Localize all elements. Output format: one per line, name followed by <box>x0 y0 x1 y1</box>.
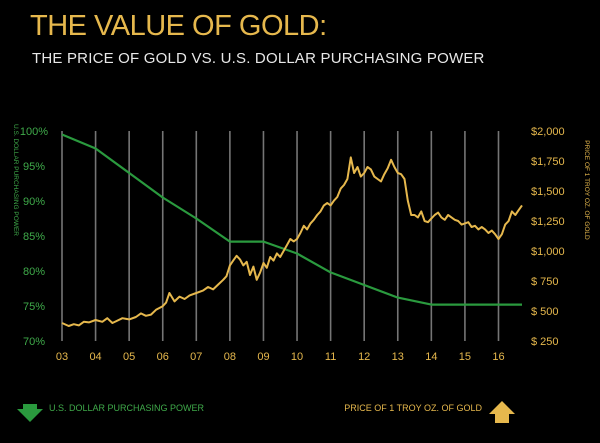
dollar-power-line <box>61 133 522 306</box>
x-tick-label: 15 <box>459 351 471 363</box>
y-left-tick-label: 100% <box>20 126 48 138</box>
series-layer <box>61 133 523 327</box>
y-left-tick-label: 70% <box>23 336 45 348</box>
chart-subtitle: THE PRICE OF GOLD VS. U.S. DOLLAR PURCHA… <box>32 50 485 67</box>
x-tick-label: 09 <box>257 351 269 363</box>
chart-title: THE VALUE OF GOLD: <box>30 10 327 42</box>
y-right-tick-label: $ 500 <box>531 306 559 318</box>
y-left-axis-title: U.S. DOLLAR PURCHASING POWER <box>12 124 19 236</box>
x-tick-label: 05 <box>123 351 135 363</box>
x-tick-label: 08 <box>224 351 236 363</box>
legend-label-dollar: U.S. DOLLAR PURCHASING POWER <box>49 403 205 413</box>
y-left-tick-label: 85% <box>23 231 45 243</box>
arrow-up-icon <box>489 401 515 423</box>
x-tick-label: 11 <box>325 351 336 363</box>
y-right-tick-label: $1,750 <box>531 156 565 168</box>
gold-price-line <box>61 156 523 327</box>
legend: U.S. DOLLAR PURCHASING POWER PRICE OF 1 T… <box>17 401 515 423</box>
x-tick-label: 07 <box>190 351 202 363</box>
x-tick-label: 03 <box>56 351 68 363</box>
x-tick-label: 14 <box>425 351 437 363</box>
legend-label-gold: PRICE OF 1 TROY OZ. OF GOLD <box>344 403 482 413</box>
axis-titles: U.S. DOLLAR PURCHASING POWER PRICE OF 1 T… <box>12 124 590 240</box>
tick-labels: 100% 95% 90% 85% 80% 75% 70% $2,000 $1,750 $1,500… <box>20 126 565 363</box>
arrow-down-icon <box>17 404 43 422</box>
y-left-tick-label: 90% <box>23 196 45 208</box>
grid-lines <box>61 131 500 341</box>
y-right-tick-label: $ 750 <box>531 276 559 288</box>
x-tick-label: 16 <box>492 351 504 363</box>
x-tick-label: 13 <box>392 351 404 363</box>
y-right-tick-label: $2,000 <box>531 126 565 138</box>
y-right-tick-label: $1,000 <box>531 246 565 258</box>
x-tick-label: 04 <box>89 351 101 363</box>
y-left-tick-label: 80% <box>23 266 45 278</box>
y-left-tick-label: 95% <box>23 161 45 173</box>
y-right-tick-label: $1,250 <box>531 216 565 228</box>
x-tick-label: 12 <box>358 351 370 363</box>
y-right-tick-label: $ 250 <box>531 336 559 348</box>
y-right-tick-label: $1,500 <box>531 186 565 198</box>
x-tick-label: 10 <box>291 351 303 363</box>
y-left-tick-label: 75% <box>23 301 45 313</box>
y-right-axis-title: PRICE OF 1 TROY OZ. OF GOLD <box>583 140 590 240</box>
x-tick-label: 06 <box>157 351 169 363</box>
